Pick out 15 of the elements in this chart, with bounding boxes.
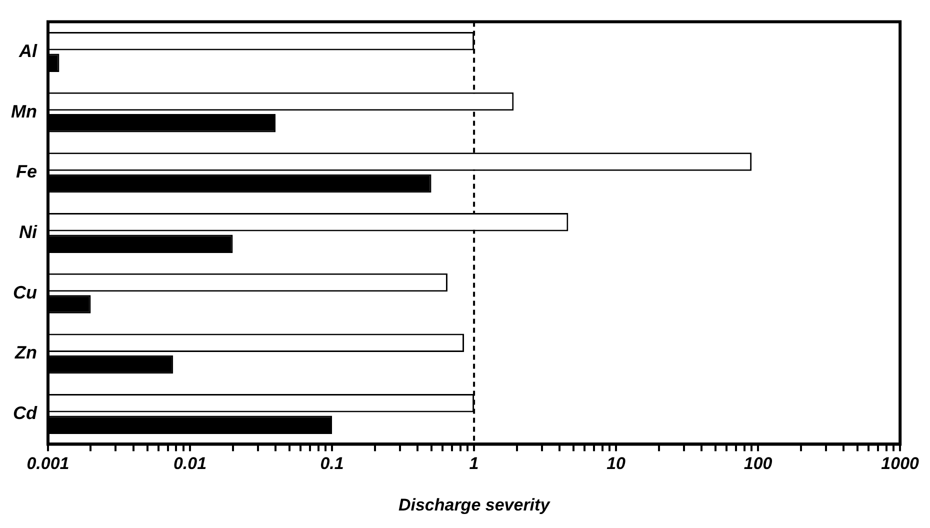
x-tick-label: 0.1	[320, 454, 344, 474]
y-tick-label: Al	[18, 40, 38, 61]
x-tick-label: 0.001	[26, 454, 70, 474]
y-tick-label: Ni	[18, 222, 38, 242]
x-tick-label: 1	[469, 454, 479, 474]
y-tick-label: Mn	[10, 101, 37, 122]
y-tick-label: Cd	[12, 402, 38, 423]
y-tick-label: Fe	[16, 162, 37, 182]
y-tick-label: Cu	[12, 282, 37, 302]
x-tick-label: 100	[744, 454, 773, 474]
y-tick-label: Zn	[14, 342, 37, 363]
x-tick-label: 0.01	[173, 454, 207, 474]
x-tick-label: 10	[606, 454, 626, 474]
x-axis-title: Discharge severity	[398, 495, 552, 514]
x-tick-label: 1000	[881, 454, 920, 474]
